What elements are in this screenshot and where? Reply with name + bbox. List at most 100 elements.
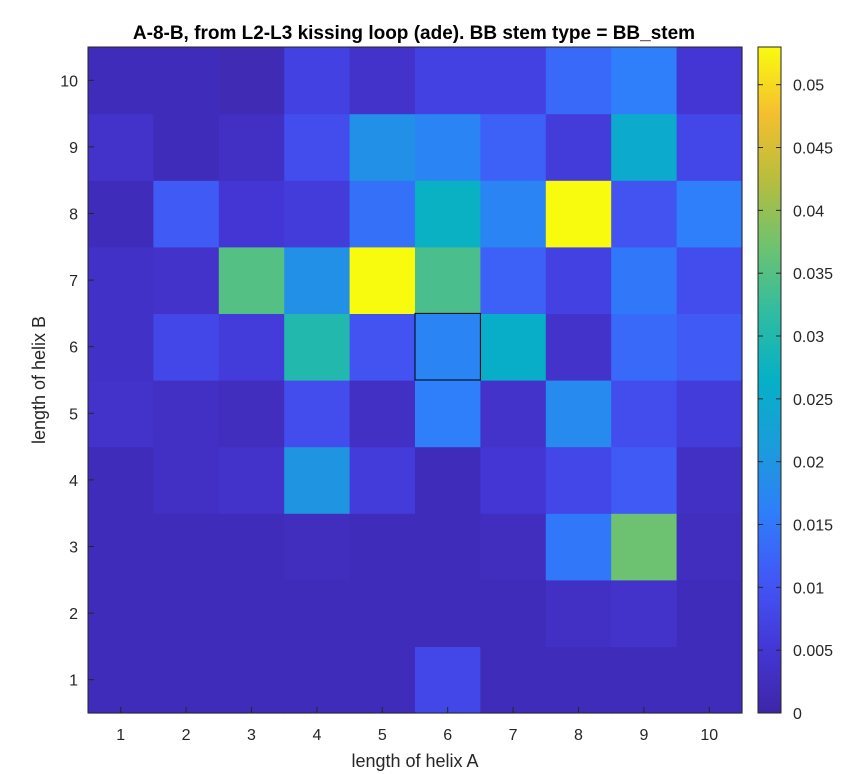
heatmap-cell <box>153 180 220 248</box>
heatmap-cell <box>611 47 678 115</box>
heatmap-cell <box>349 513 416 581</box>
y-tick-label: 1 <box>69 673 78 690</box>
x-tick-label: 10 <box>700 727 718 744</box>
heatmap-cell <box>415 513 481 581</box>
heatmap-cell <box>480 446 547 514</box>
heatmap-cell <box>676 513 743 581</box>
y-tick-label: 4 <box>69 473 78 490</box>
heatmap-cell <box>545 180 612 248</box>
y-tick-label: 7 <box>69 273 78 290</box>
heatmap-cell <box>88 180 154 248</box>
colorbar <box>757 46 782 714</box>
heatmap-cell <box>349 380 416 448</box>
heatmap-cell <box>676 113 743 181</box>
y-tick-label: 9 <box>69 140 78 157</box>
y-tick-label: 5 <box>69 406 78 423</box>
colorbar-tick-label: 0.025 <box>793 392 833 409</box>
heatmap-cell <box>415 380 481 448</box>
heatmap-cell <box>415 113 481 181</box>
heatmap-cell <box>153 246 220 314</box>
heatmap-cell <box>676 380 743 448</box>
heatmap-cell <box>676 180 743 248</box>
heatmap-cell <box>153 513 220 581</box>
heatmap-cell <box>611 113 678 181</box>
heatmap-cell <box>480 579 547 647</box>
heatmap-cell <box>284 313 351 381</box>
colorbar-tick-label: 0.035 <box>793 266 833 283</box>
colorbar-tick-label: 0.045 <box>793 141 833 158</box>
colorbar-tick-label: 0.01 <box>793 580 824 597</box>
heatmap-cell <box>545 380 612 448</box>
heatmap-cell <box>88 446 154 514</box>
heatmap-cell <box>88 646 154 714</box>
x-tick-label: 4 <box>312 727 321 744</box>
heatmap-cell <box>480 47 547 115</box>
colorbar-tick-label: 0.05 <box>793 78 824 95</box>
heatmap-cell <box>349 646 416 714</box>
heatmap-cell <box>611 579 678 647</box>
heatmap-cell <box>415 646 481 714</box>
heatmap-cell <box>349 113 416 181</box>
heatmap-cell <box>218 180 285 248</box>
heatmap-cell <box>349 180 416 248</box>
heatmap-cell <box>88 513 154 581</box>
heatmap-cell <box>611 246 678 314</box>
heatmap-cell <box>545 47 612 115</box>
y-axis-label: length of helix B <box>29 316 49 444</box>
heatmap-cell <box>545 313 612 381</box>
heatmap-cell <box>218 380 285 448</box>
heatmap-cell <box>676 246 743 314</box>
heatmap-cell <box>415 579 481 647</box>
highlighted-cell <box>414 312 481 381</box>
colorbar-ticks: 0 0.005 0.01 0.015 0.02 0.025 0.03 0.035 0.04 0.0… <box>758 78 833 723</box>
heatmap-cell <box>415 47 481 115</box>
heatmap-cell <box>88 579 154 647</box>
heatmap-cell <box>480 513 547 581</box>
heatmap-cell <box>88 246 154 314</box>
heatmap-cell <box>284 380 351 448</box>
heatmap-cell <box>480 180 547 248</box>
heatmap-cell <box>284 47 351 115</box>
heatmap-cell <box>153 47 220 115</box>
x-axis-ticks: 1 2 3 4 5 6 7 8 9 10 <box>116 707 718 744</box>
heatmap-cell <box>415 246 481 314</box>
heatmap-cell <box>284 446 351 514</box>
x-tick-label: 7 <box>509 727 518 744</box>
colorbar-tick-label: 0.04 <box>793 203 824 220</box>
heatmap-cells <box>88 47 743 714</box>
heatmap-cell <box>284 579 351 647</box>
heatmap-cell <box>611 313 678 381</box>
heatmap-cell <box>415 313 481 381</box>
heatmap-cell <box>349 446 416 514</box>
heatmap-cell <box>480 646 547 714</box>
heatmap-cell <box>676 47 743 115</box>
heatmap-cell <box>676 446 743 514</box>
heatmap-cell <box>676 313 743 381</box>
heatmap-cell <box>545 646 612 714</box>
heatmap-cell <box>88 380 154 448</box>
heatmap-cell <box>611 446 678 514</box>
y-tick-label: 10 <box>60 73 78 90</box>
heatmap-cell <box>218 646 285 714</box>
heatmap-cell <box>480 313 547 381</box>
heatmap-cell <box>284 180 351 248</box>
heatmap-cell <box>611 513 678 581</box>
colorbar-tick-label: 0 <box>793 706 802 723</box>
heatmap-cell <box>218 47 285 115</box>
heatmap-cell <box>284 246 351 314</box>
colorbar-tick-label: 0.005 <box>793 643 833 660</box>
heatmap-cell <box>349 313 416 381</box>
y-tick-label: 2 <box>69 606 78 623</box>
x-tick-label: 1 <box>116 727 125 744</box>
heatmap-cell <box>218 313 285 381</box>
colorbar-tick-label: 0.02 <box>793 455 824 472</box>
x-tick-label: 6 <box>443 727 452 744</box>
heatmap-cell <box>153 113 220 181</box>
heatmap-cell <box>480 246 547 314</box>
colorbar-tick-label: 0.03 <box>793 329 824 346</box>
heatmap-cell <box>153 579 220 647</box>
heatmap-cell <box>218 579 285 647</box>
heatmap-cell <box>545 113 612 181</box>
heatmap-cell <box>218 113 285 181</box>
